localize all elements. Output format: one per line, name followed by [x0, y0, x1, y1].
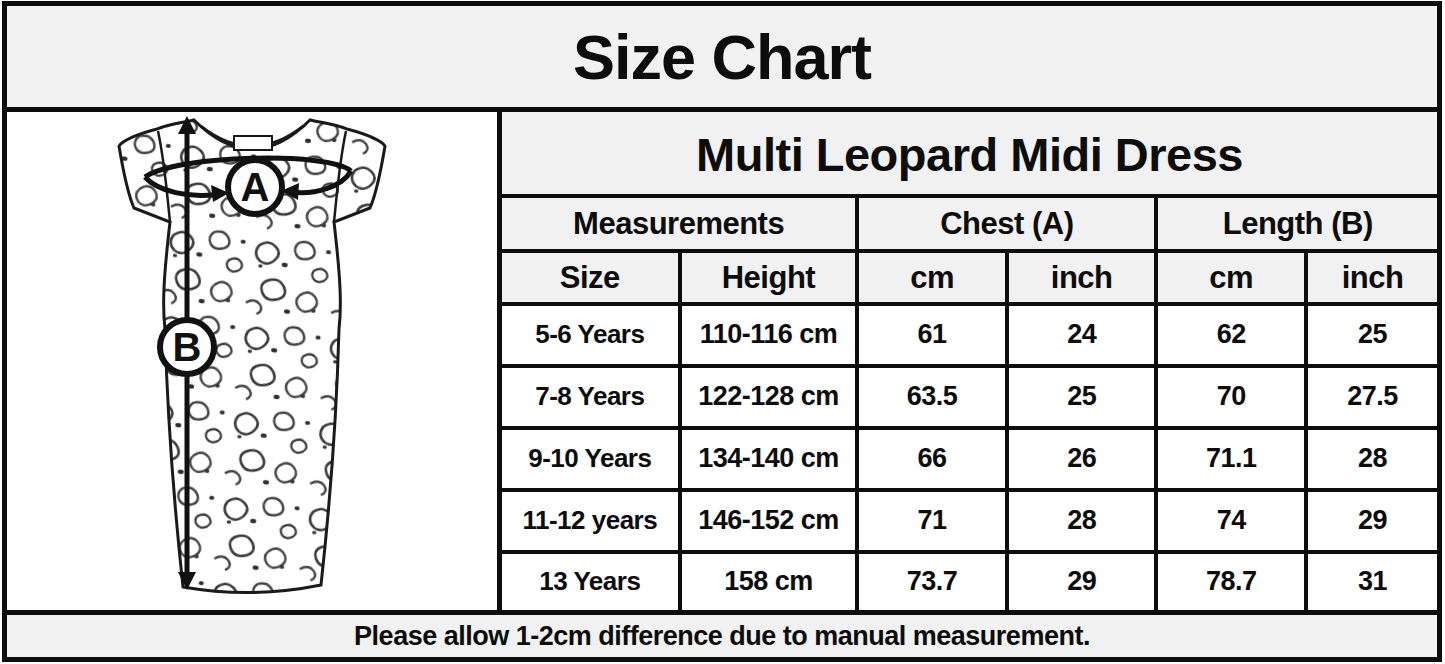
chest-marker-label: A — [241, 165, 270, 209]
table-row: 11-12 years 146-152 cm 71 28 74 29 — [502, 490, 1437, 552]
table-row: 9-10 Years 134-140 cm 66 26 71.1 28 — [502, 428, 1437, 490]
leopard-dress-drawing: A B — [7, 112, 497, 610]
cell-chest-cm: 66 — [857, 428, 1007, 490]
cell-chest-inch: 28 — [1007, 490, 1157, 552]
cell-length-cm: 62 — [1156, 304, 1306, 366]
cell-chest-cm: 63.5 — [857, 366, 1007, 428]
cell-chest-inch: 26 — [1007, 428, 1157, 490]
cell-height: 146-152 cm — [680, 490, 858, 552]
cell-length-inch: 25 — [1306, 304, 1437, 366]
chest-marker-a: A — [228, 160, 282, 214]
group-header-length: Length (B) — [1156, 196, 1437, 251]
cell-size: 11-12 years — [502, 490, 680, 552]
dress-illustration-panel: A B — [7, 112, 502, 610]
cell-length-inch: 31 — [1306, 552, 1437, 610]
group-header-chest: Chest (A) — [857, 196, 1156, 251]
cell-length-cm: 71.1 — [1156, 428, 1306, 490]
cell-height: 122-128 cm — [680, 366, 858, 428]
cell-chest-cm: 61 — [857, 304, 1007, 366]
subheader-height: Height — [680, 251, 858, 304]
neck-tag — [234, 136, 272, 150]
page-title: Size Chart — [7, 6, 1437, 112]
table-row: 5-6 Years 110-116 cm 61 24 62 25 — [502, 304, 1437, 366]
cell-length-inch: 27.5 — [1306, 366, 1437, 428]
subheader-chest-inch: inch — [1007, 251, 1157, 304]
size-chart-infographic: Size Chart — [2, 1, 1442, 662]
content-area: A B Multi Leopard Midi Dress — [7, 112, 1437, 610]
subheader-length-inch: inch — [1306, 251, 1437, 304]
cell-size: 5-6 Years — [502, 304, 680, 366]
cell-height: 110-116 cm — [680, 304, 858, 366]
cell-height: 158 cm — [680, 552, 858, 610]
cell-size: 13 Years — [502, 552, 680, 610]
cell-chest-inch: 24 — [1007, 304, 1157, 366]
cell-length-cm: 70 — [1156, 366, 1306, 428]
size-table-panel: Multi Leopard Midi Dress Measurements Ch… — [502, 112, 1437, 610]
subheader-length-cm: cm — [1156, 251, 1306, 304]
cell-size: 9-10 Years — [502, 428, 680, 490]
cell-chest-cm: 71 — [857, 490, 1007, 552]
subheader-chest-cm: cm — [857, 251, 1007, 304]
footer-note: Please allow 1-2cm difference due to man… — [7, 610, 1437, 657]
cell-length-cm: 78.7 — [1156, 552, 1306, 610]
cell-length-cm: 74 — [1156, 490, 1306, 552]
size-table: Multi Leopard Midi Dress Measurements Ch… — [502, 115, 1437, 610]
cell-chest-inch: 29 — [1007, 552, 1157, 610]
subheader-size: Size — [502, 251, 680, 304]
cell-chest-inch: 25 — [1007, 366, 1157, 428]
length-marker-label: B — [173, 325, 202, 369]
product-title: Multi Leopard Midi Dress — [502, 115, 1437, 196]
table-row: 7-8 Years 122-128 cm 63.5 25 70 27.5 — [502, 366, 1437, 428]
cell-length-inch: 28 — [1306, 428, 1437, 490]
cell-size: 7-8 Years — [502, 366, 680, 428]
table-row: 13 Years 158 cm 73.7 29 78.7 31 — [502, 552, 1437, 610]
cell-chest-cm: 73.7 — [857, 552, 1007, 610]
group-header-measurements: Measurements — [502, 196, 857, 251]
cell-length-inch: 29 — [1306, 490, 1437, 552]
cell-height: 134-140 cm — [680, 428, 858, 490]
length-marker-b: B — [160, 320, 214, 374]
